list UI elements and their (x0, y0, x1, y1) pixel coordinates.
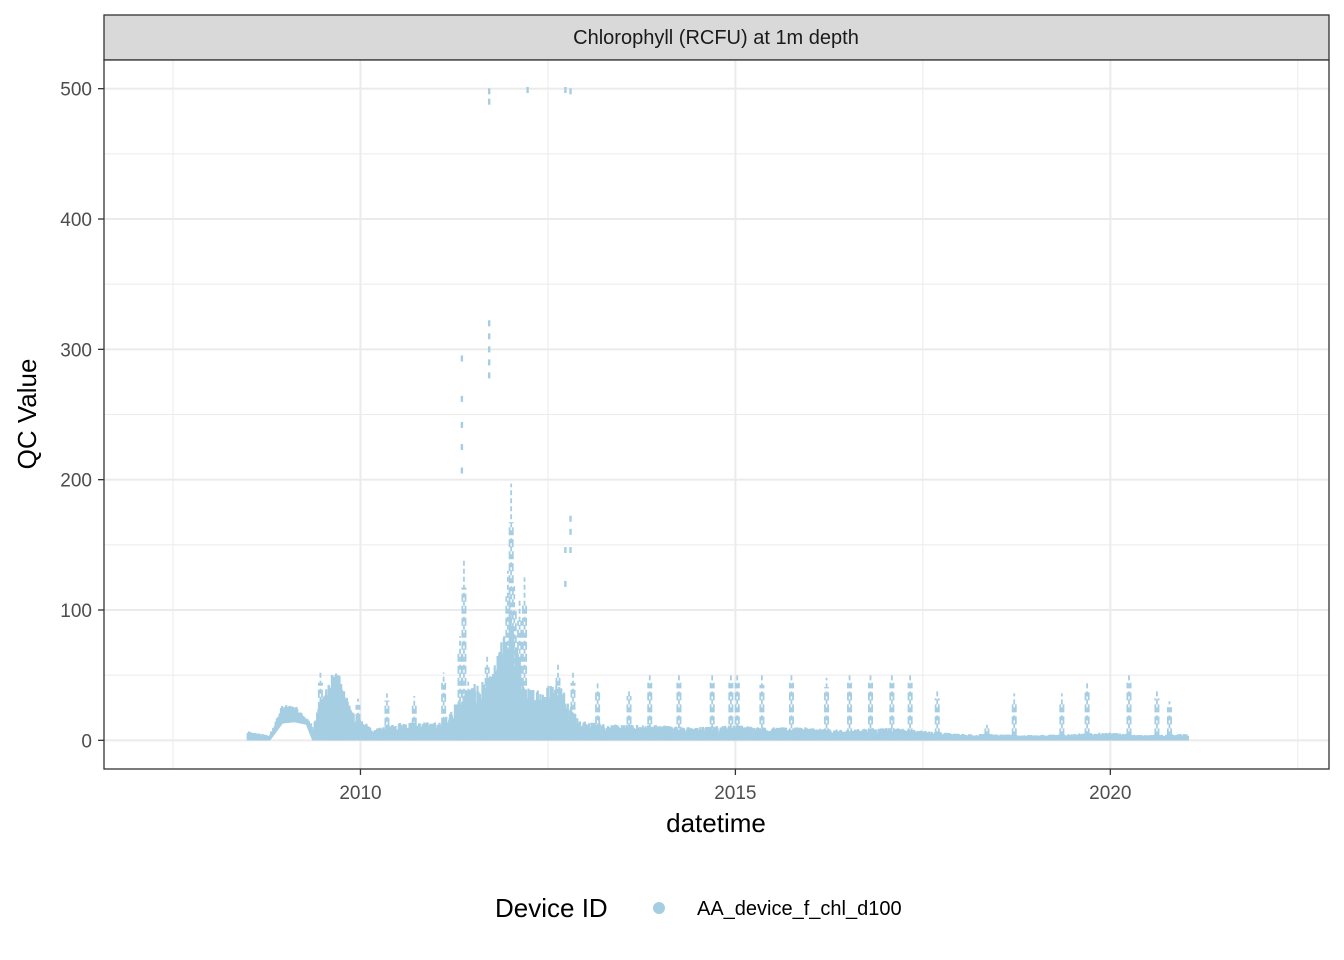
x-axis: 2010 2015 2020 (339, 769, 1131, 804)
y-tick-label: 400 (60, 210, 92, 231)
plot-panel-border (103, 59, 1330, 770)
legend-entry-label: AA_device_f_chl_d100 (697, 898, 902, 920)
x-tick-label: 2015 (714, 783, 756, 804)
facet-strip: Chlorophyll (RCFU) at 1m depth (103, 14, 1330, 61)
y-tick-label: 300 (60, 340, 92, 361)
y-axis-title: QC Value (12, 359, 42, 470)
facet-strip-background (103, 14, 1330, 61)
x-tick-label: 2020 (1089, 783, 1131, 804)
legend: Device ID AA_device_f_chl_d100 (495, 893, 902, 923)
facet-title: Chlorophyll (RCFU) at 1m depth (573, 27, 859, 49)
y-tick-label: 500 (60, 80, 92, 101)
minor-gridlines (104, 60, 1329, 769)
x-axis-title: datetime (666, 808, 766, 838)
y-tick-label: 0 (81, 731, 92, 752)
data-marks (246, 86, 1190, 741)
x-tick-label: 2010 (339, 783, 381, 804)
y-tick-label: 200 (60, 471, 92, 492)
y-tick-label: 100 (60, 601, 92, 622)
y-axis: 0 100 200 300 400 500 (60, 80, 104, 752)
legend-key-dot (653, 902, 665, 914)
legend-title: Device ID (495, 893, 608, 923)
